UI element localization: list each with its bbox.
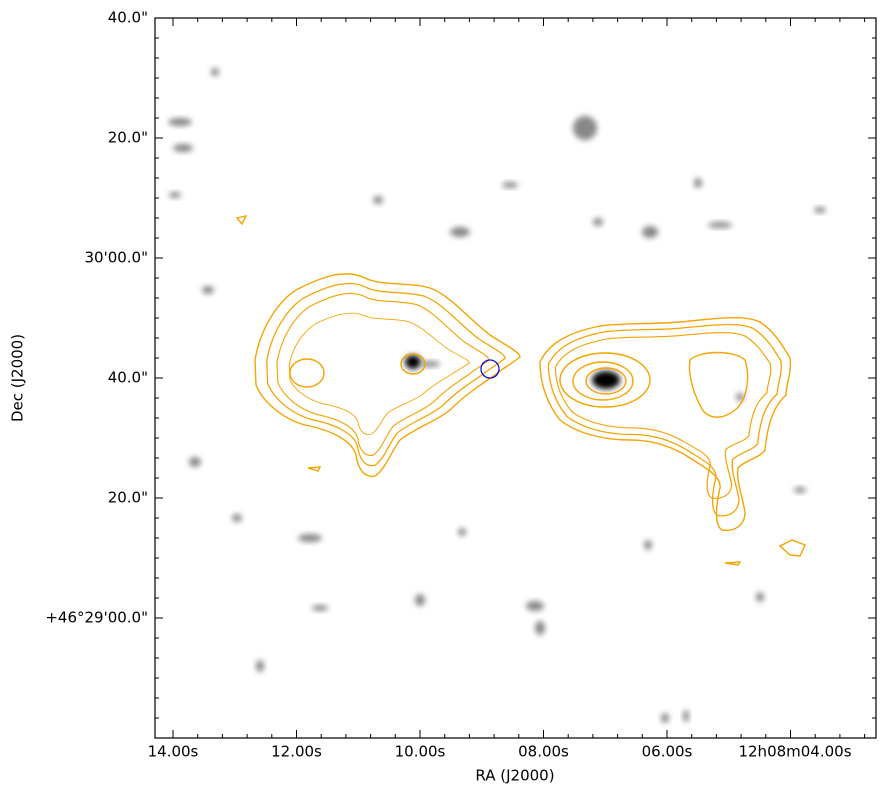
y-tick-label: 30'00.0"	[84, 249, 148, 267]
marker-circle	[480, 359, 500, 379]
x-tick-label: 12h08m04.00s	[738, 743, 851, 761]
x-tick-label: 08.00s	[518, 743, 569, 761]
x-tick-label: 06.00s	[642, 743, 693, 761]
y-tick-label: 20.0"	[108, 129, 148, 147]
plot-frame	[154, 17, 877, 739]
x-tick-label: 10.00s	[395, 743, 446, 761]
y-axis-label: Dec (J2000)	[9, 334, 27, 422]
optical-image	[168, 68, 826, 723]
x-axis-label: RA (J2000)	[475, 767, 554, 785]
x-tick-label: 12.00s	[271, 743, 322, 761]
x-tick-label: 14.00s	[148, 743, 199, 761]
y-tick-label: 40.0"	[108, 9, 148, 27]
y-tick-label: +46°29'00.0"	[45, 609, 148, 627]
y-tick-label: 20.0"	[108, 489, 148, 507]
y-tick-label: 40.0"	[108, 369, 148, 387]
radio-contours	[237, 216, 805, 565]
